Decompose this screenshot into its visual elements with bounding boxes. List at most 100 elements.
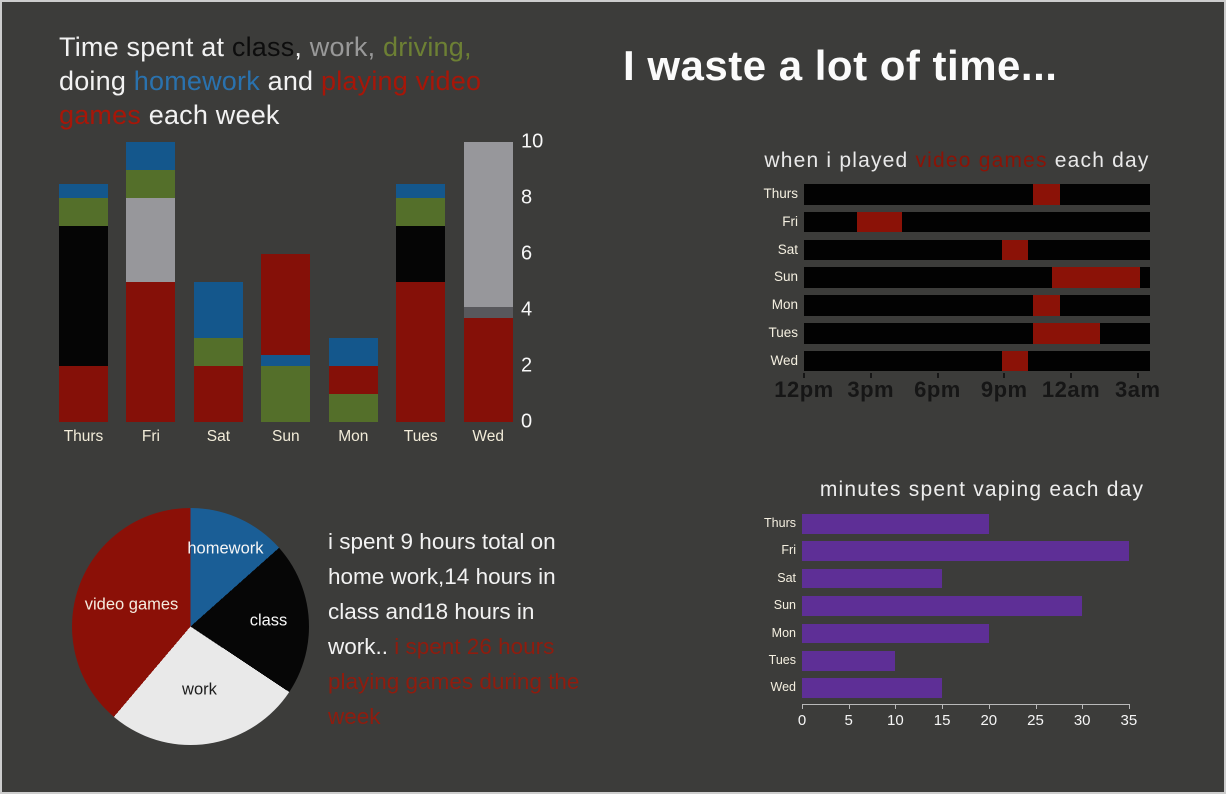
time-axis-label: 3am — [1114, 377, 1161, 402]
x-axis-tickmark — [895, 703, 897, 709]
stacked-bar — [261, 254, 311, 422]
page-title: I waste a lot of time... — [623, 42, 1058, 89]
time-axis-label: 12pm — [774, 377, 834, 402]
x-axis-tick-label: 20 — [980, 711, 998, 729]
x-axis-tickmark — [942, 703, 944, 709]
vaping-day-label: Wed — [770, 680, 796, 695]
play-session-segment — [1052, 267, 1140, 288]
timeline-day-label: Fri — [782, 213, 798, 229]
x-axis-label: Fri — [141, 428, 160, 445]
stacked-bar-segment-video-games — [396, 282, 446, 422]
play-session-segment — [1033, 323, 1100, 344]
timeline-track — [804, 323, 1150, 344]
time-axis-tickmark — [869, 373, 872, 378]
timeline-day-label: Mon — [771, 297, 798, 313]
title-segment: each day — [1047, 149, 1150, 172]
x-axis-tickmark — [1035, 703, 1037, 709]
x-axis-tick-label: 0 — [797, 711, 807, 729]
stacked-bar-segment-class — [59, 226, 108, 366]
x-axis-label: Thurs — [63, 428, 104, 445]
timeline-day-label: Tues — [768, 325, 798, 340]
vaping-bar-chart: Thurs Fri Sat Sun Mon Tues Wed 0 5 10 15 20 25 30 35 — [764, 514, 1142, 729]
title-segment — [375, 32, 383, 62]
stacked-bar-segment-homework — [261, 354, 311, 366]
title-segment: homework — [133, 66, 260, 96]
x-axis-label: Tues — [403, 428, 438, 445]
stacked-bar-segment-driving — [261, 366, 311, 422]
title-segment: Time spent at — [59, 32, 232, 62]
vaping-bar — [802, 678, 943, 698]
stacked-bar — [193, 282, 243, 422]
stacked-bar-segment-video-games — [59, 366, 108, 422]
stacked-bar-segment-video-games — [261, 254, 311, 355]
vaping-day-label: Fri — [781, 543, 796, 558]
timeline-day-label: Sun — [773, 269, 798, 285]
time-axis-label: 12am — [1041, 377, 1101, 402]
timeline-track — [804, 350, 1150, 372]
timeline-track — [804, 267, 1150, 288]
vaping-bar — [802, 623, 989, 644]
stacked-bar-segment-driving — [328, 394, 378, 422]
vaping-day-label: Mon — [771, 625, 796, 640]
time-axis-tickmark — [803, 373, 805, 378]
title-segment: playing video games — [59, 66, 482, 130]
x-axis-label: Mon — [338, 428, 369, 445]
y-axis-tick-label: 0 — [521, 410, 533, 433]
vaping-day-label: Thurs — [764, 516, 796, 530]
play-session-segment — [1002, 239, 1028, 261]
stacked-bar — [396, 184, 446, 422]
stacked-bar-segment-work — [463, 142, 513, 308]
time-axis-tickmark — [1003, 373, 1006, 378]
vaping-bar — [802, 596, 1083, 616]
stacked-bar-segment-homework — [193, 282, 243, 338]
stacked-bar-segment-driving — [396, 198, 446, 226]
x-axis-tick-label: 30 — [1073, 711, 1091, 729]
x-axis-tickmark — [988, 703, 990, 709]
stacked-bar-segment-other — [463, 307, 513, 319]
pie-slice-label: homework — [187, 539, 264, 558]
paragraph-segment: i spent 26 hours playing games during th… — [328, 634, 580, 729]
x-axis-tick-label: 35 — [1120, 711, 1138, 729]
stacked-bar — [328, 338, 378, 422]
y-axis-tick-label: 6 — [521, 242, 533, 265]
stacked-bar-segment-video-games — [126, 282, 176, 422]
vaping-bar — [802, 568, 943, 589]
stacked-bar-segment-driving — [59, 198, 108, 226]
play-session-segment — [1033, 184, 1060, 205]
time-axis-label: 9pm — [980, 377, 1028, 402]
vaping-bar — [802, 541, 1129, 561]
timeline-track — [804, 239, 1150, 261]
title-segment: video games — [915, 149, 1048, 172]
title-segment: and — [259, 66, 321, 96]
timeline-track — [804, 295, 1150, 316]
paragraph-segment: i spent 9 hours total on home work,14 ho… — [328, 529, 556, 659]
stacked-chart-title: Time spent at class, work, driving, doin… — [59, 30, 545, 132]
timeline-chart-title: when i played video games each day — [742, 149, 1172, 173]
timeline-day-label: Wed — [770, 352, 798, 368]
stacked-bar-segment-video-games — [193, 366, 243, 422]
x-axis-tickmark — [1082, 703, 1084, 709]
stacked-bar-segment-homework — [59, 184, 108, 198]
title-segment: driving, — [383, 32, 472, 62]
title-segment: , — [294, 32, 310, 62]
x-axis-tickmark — [802, 703, 803, 709]
title-segment: when i played — [764, 149, 916, 172]
timeline-day-label: Sat — [777, 241, 798, 257]
vaping-bar — [802, 514, 989, 534]
vaping-bar — [802, 651, 896, 671]
play-session-segment — [1002, 350, 1028, 372]
x-axis-label: Wed — [472, 428, 504, 445]
time-axis-tickmark — [936, 373, 939, 378]
title-segment: doing — [59, 66, 134, 96]
title-segment: each week — [141, 100, 280, 130]
timeline-track — [804, 184, 1150, 205]
stacked-bar-segment-homework — [328, 338, 378, 366]
timeline-day-label: Thurs — [763, 186, 798, 201]
x-axis-tick-label: 5 — [844, 711, 853, 729]
stacked-bar-segment-homework — [396, 184, 446, 198]
stacked-bar-segment-class — [396, 226, 446, 282]
pie-slice-label: class — [249, 611, 288, 630]
stacked-bar — [126, 142, 176, 422]
x-axis-label: Sun — [272, 428, 300, 445]
